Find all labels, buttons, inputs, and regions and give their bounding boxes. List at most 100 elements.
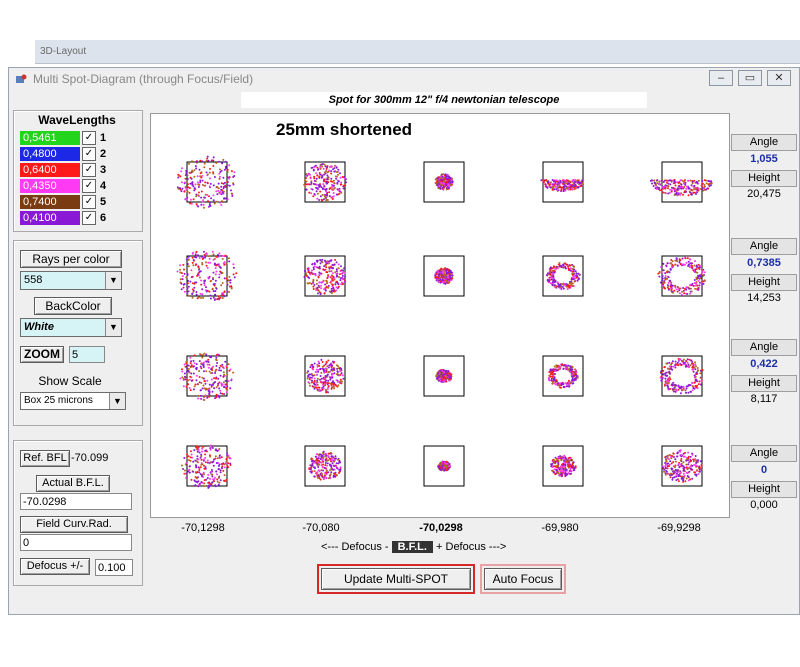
ref-bfl-button[interactable]: Ref. BFL: [20, 450, 70, 467]
defocus-step-button[interactable]: Defocus +/-: [20, 558, 90, 575]
spot-diagram-r2-c4: [542, 255, 584, 297]
spot-diagram-r4-c4: [542, 445, 584, 487]
actual-bfl-button[interactable]: Actual B.F.L.: [36, 475, 110, 492]
defocus-direction-label: <--- Defocus - B.F.L. + Defocus --->: [321, 541, 507, 553]
column-label-3: -70,0298: [419, 522, 463, 534]
field-angle-button[interactable]: Angle: [731, 339, 797, 356]
display-options-panel: Rays per color 558 ▼ BackColor White ▼ Z…: [13, 240, 143, 426]
auto-focus-button[interactable]: Auto Focus: [484, 568, 562, 590]
wavelengths-panel: WaveLengths 0,5461 ✓ 1 0,4800 ✓ 2 0,6400 ✓ 3 0,43…: [13, 110, 143, 232]
spot-diagram-r2-c3: [423, 255, 465, 297]
window-title: Multi Spot-Diagram (through Focus/Field): [33, 72, 254, 86]
checkbox-check-icon[interactable]: ✓: [82, 195, 96, 209]
minimize-button[interactable]: –: [709, 70, 733, 86]
spot-diagram-r3-c5: [659, 355, 704, 397]
app-icon: [16, 74, 27, 83]
field-curv-rad-button[interactable]: Field Curv.Rad.: [20, 516, 128, 533]
checkbox-check-icon[interactable]: ✓: [82, 211, 96, 225]
field-height-button[interactable]: Height: [731, 274, 797, 291]
field-curv-rad-field[interactable]: 0: [20, 534, 132, 551]
spot-diagram-r3-c3: [423, 355, 465, 397]
spot-diagram-r3-c1: [179, 352, 235, 401]
wavelength-row: 0,5461 ✓ 1: [20, 131, 130, 146]
backcolor-button[interactable]: BackColor: [34, 297, 112, 315]
spot-diagram-r1-c3: [423, 161, 465, 203]
wavelength-row: 0,7400 ✓ 5: [20, 195, 130, 210]
spot-diagram-r2-c5: [657, 255, 706, 297]
spot-diagram-canvas: 25mm shortened: [150, 113, 730, 518]
wavelength-index: 2: [100, 148, 107, 160]
defocus-step-field[interactable]: 0.100: [95, 559, 133, 576]
update-highlight: Update Multi-SPOT: [317, 564, 475, 594]
spot-caption: Spot for 300mm 12" f/4 newtonian telesco…: [241, 92, 647, 108]
checkbox-check-icon[interactable]: ✓: [82, 179, 96, 193]
spot-diagram-r1-c2: [303, 161, 347, 203]
checkbox-check-icon[interactable]: ✓: [82, 131, 96, 145]
field-height-button[interactable]: Height: [731, 481, 797, 498]
wavelength-value[interactable]: 0,6400: [20, 163, 80, 177]
field-height-value: 0,000: [750, 499, 778, 511]
chevron-down-icon[interactable]: ▼: [109, 393, 125, 409]
field-angle-button[interactable]: Angle: [731, 445, 797, 462]
wavelength-value[interactable]: 0,4350: [20, 179, 80, 193]
rays-per-color-select[interactable]: 558 ▼: [20, 271, 122, 290]
background-app-toolbar: [35, 40, 800, 64]
diagram-title: 25mm shortened: [276, 120, 413, 139]
wavelength-row: 0,4100 ✓ 6: [20, 211, 130, 226]
wavelength-value[interactable]: 0,7400: [20, 195, 80, 209]
field-angle-value: 0,7385: [747, 257, 781, 269]
wavelength-row: 0,4800 ✓ 2: [20, 147, 130, 162]
wavelength-index: 3: [100, 164, 107, 176]
bfl-marker: B.F.L.: [391, 541, 433, 553]
field-height-value: 20,475: [747, 188, 781, 200]
field-height-value: 14,253: [747, 292, 781, 304]
field-angle-value: 0: [760, 464, 768, 476]
chevron-down-icon[interactable]: ▼: [105, 319, 121, 336]
show-scale-select[interactable]: Box 25 microns ▼: [20, 392, 126, 410]
spot-diagram-r1-c1: [176, 155, 236, 209]
zoom-input[interactable]: 5: [69, 346, 105, 363]
checkbox-check-icon[interactable]: ✓: [82, 147, 96, 161]
wavelength-value[interactable]: 0,4800: [20, 147, 80, 161]
field-angle-button[interactable]: Angle: [731, 134, 797, 151]
column-label-5: -69,9298: [657, 522, 701, 534]
spot-diagram-r4-c5: [661, 445, 703, 487]
actual-bfl-field[interactable]: -70.0298: [20, 493, 132, 510]
field-angle-button[interactable]: Angle: [731, 238, 797, 255]
wavelength-index: 1: [100, 132, 107, 144]
wavelength-value[interactable]: 0,5461: [20, 131, 80, 145]
field-height-button[interactable]: Height: [731, 375, 797, 392]
ref-bfl-value: -70.099: [71, 452, 109, 464]
spot-diagram-r4-c3: [423, 445, 465, 487]
spot-grid: [176, 155, 713, 489]
field-height-button[interactable]: Height: [731, 170, 797, 187]
update-multi-spot-button[interactable]: Update Multi-SPOT: [321, 568, 471, 590]
spot-diagram-r4-c1: [181, 444, 232, 489]
spot-diagram-r2-c2: [303, 255, 347, 297]
spot-diagram-r4-c2: [304, 445, 346, 487]
chevron-down-icon[interactable]: ▼: [105, 272, 121, 289]
spot-diagram-r3-c2: [304, 355, 346, 397]
zoom-button[interactable]: ZOOM: [20, 346, 64, 363]
backcolor-select[interactable]: White ▼: [20, 318, 122, 337]
restore-button[interactable]: ▭: [738, 70, 762, 86]
column-label-4: -69,980: [541, 522, 579, 534]
title-bar[interactable]: Multi Spot-Diagram (through Focus/Field)…: [9, 68, 799, 90]
field-angle-value: 0,422: [750, 358, 778, 370]
spot-diagram-r1-c4: [540, 161, 584, 203]
bfl-panel: Ref. BFL -70.099 Actual B.F.L. -70.0298 …: [13, 440, 143, 586]
close-button[interactable]: ✕: [767, 70, 791, 86]
wavelength-row: 0,4350 ✓ 4: [20, 179, 130, 194]
column-label-1: -70,1298: [181, 522, 225, 534]
autofocus-highlight: Auto Focus: [480, 564, 566, 594]
column-label-2: -70,080: [302, 522, 340, 534]
rays-per-color-button[interactable]: Rays per color: [20, 250, 122, 268]
show-scale-label: Show Scale: [38, 374, 102, 388]
wavelength-row: 0,6400 ✓ 3: [20, 163, 130, 178]
wavelength-value[interactable]: 0,4100: [20, 211, 80, 225]
wavelength-index: 6: [100, 212, 107, 224]
background-tab-3d-layout[interactable]: 3D-Layout: [40, 46, 87, 57]
wavelength-index: 5: [100, 196, 107, 208]
field-angle-value: 1,055: [750, 153, 778, 165]
checkbox-check-icon[interactable]: ✓: [82, 163, 96, 177]
